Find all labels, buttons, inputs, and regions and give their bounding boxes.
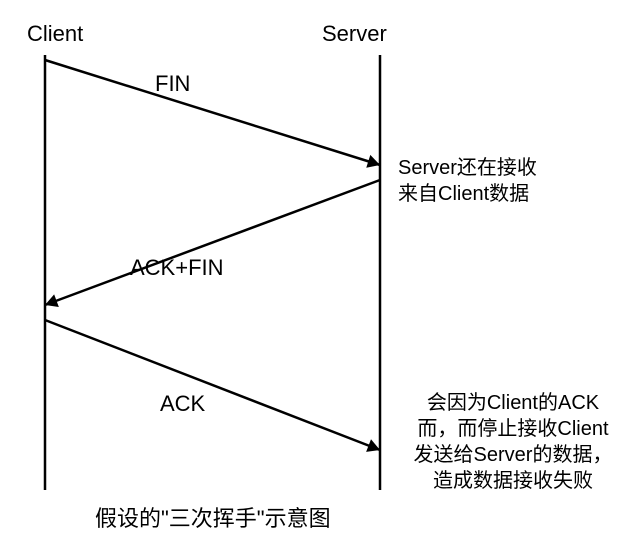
fin-arrow: [45, 60, 380, 168]
msg-ack: ACK: [160, 390, 205, 419]
client-header: Client: [27, 20, 83, 49]
server-header: Server: [322, 20, 387, 49]
ackfin-arrow: [45, 180, 380, 307]
diagram-caption: 假设的"三次挥手"示意图: [95, 505, 331, 534]
msg-fin: FIN: [155, 70, 190, 99]
note-failure: 会因为Client的ACK 而，而停止接收Client 发送给Server的数据…: [398, 390, 628, 494]
ack-arrow: [45, 320, 380, 452]
note-server-receiving: Server还在接收 来自Client数据: [398, 155, 537, 207]
msg-ackfin: ACK+FIN: [130, 254, 224, 283]
